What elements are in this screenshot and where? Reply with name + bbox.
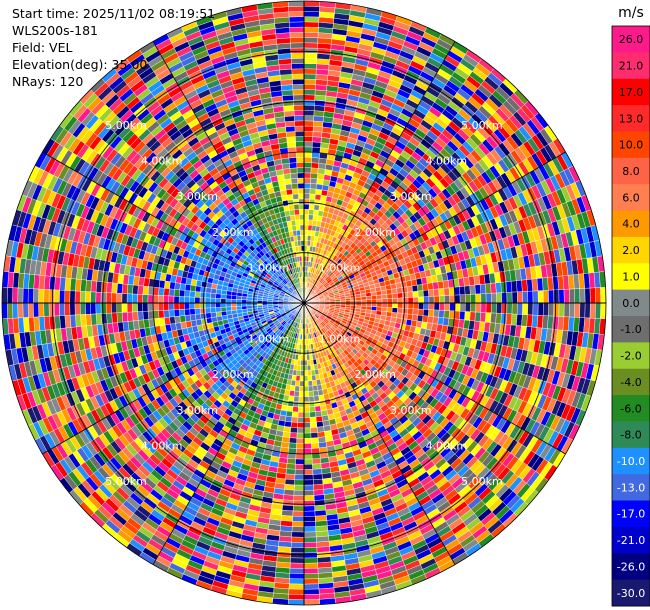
plot-info: Start time: 2025/11/02 08:19:51 WLS200s-…	[12, 5, 215, 90]
field-label: Field: VEL	[12, 40, 73, 55]
ray	[303, 271, 606, 304]
nrays-label: NRays: 120	[12, 74, 84, 89]
ray	[303, 287, 607, 304]
ray	[303, 239, 603, 304]
instrument-label: WLS200s-181	[12, 23, 98, 38]
start-time-label: Start time: 2025/11/02 08:19:51	[12, 6, 216, 21]
elevation-label: Elevation(deg): 35.00	[12, 57, 148, 72]
